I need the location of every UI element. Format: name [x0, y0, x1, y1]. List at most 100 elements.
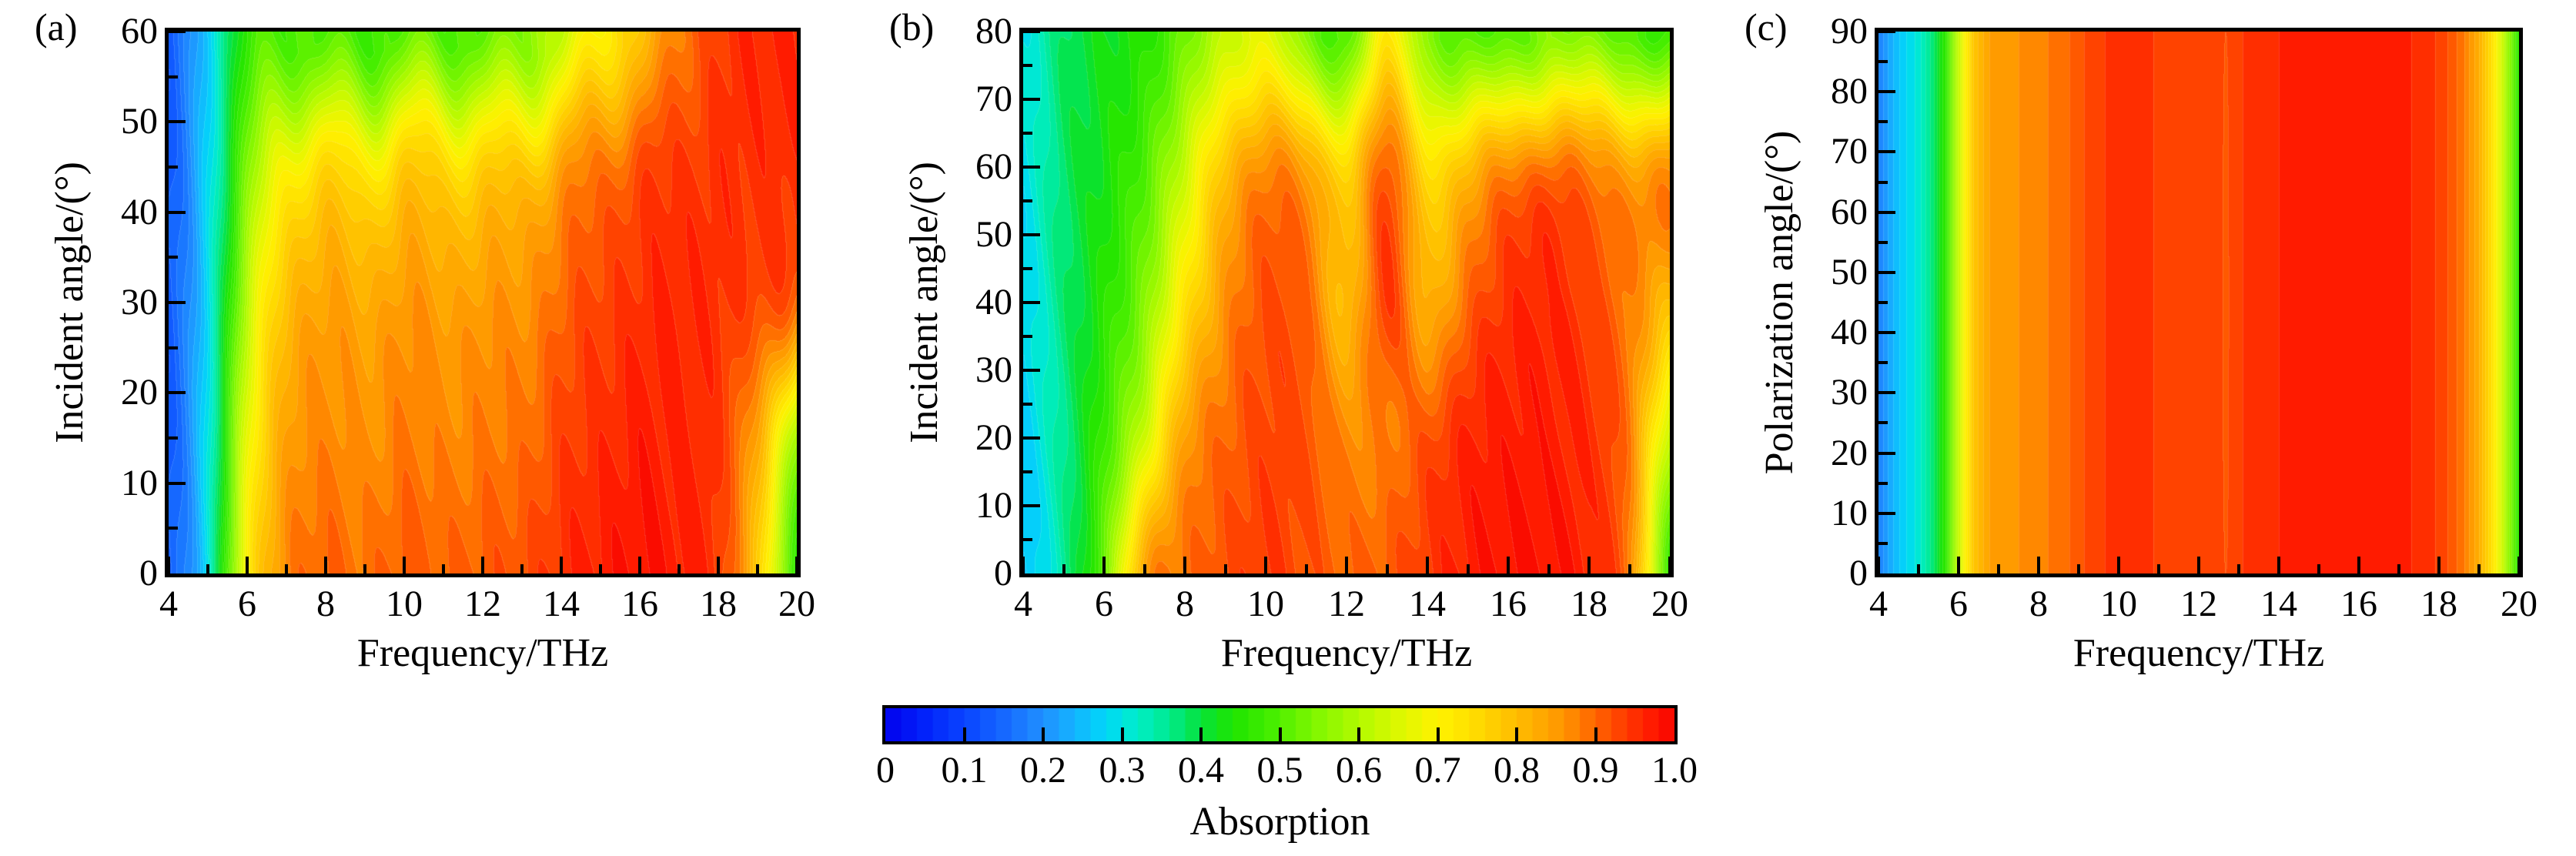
y-minor-tick	[1878, 180, 1888, 184]
colorbar-tick	[962, 727, 966, 741]
x-major-tick	[481, 557, 484, 573]
x-axis-title-c: Frequency/THz	[2073, 631, 2325, 675]
x-major-tick	[2357, 557, 2360, 573]
x-tick-label: 14	[543, 583, 580, 624]
y-minor-tick	[169, 346, 178, 349]
panel-tag-c: (c)	[1745, 5, 1788, 48]
colorbar-tick	[1278, 727, 1282, 741]
x-major-tick	[717, 557, 720, 573]
y-tick-label: 50	[121, 101, 158, 142]
y-minor-tick	[1878, 421, 1888, 425]
y-minor-tick	[1023, 267, 1032, 270]
x-minor-tick	[2077, 564, 2080, 573]
x-minor-tick	[1385, 564, 1389, 573]
x-tick-label: 10	[2100, 583, 2137, 624]
x-tick-label: 20	[2501, 583, 2538, 624]
x-major-tick	[1345, 557, 1348, 573]
x-major-tick	[403, 557, 406, 573]
x-major-tick	[2037, 557, 2040, 573]
y-tick-label: 70	[1831, 131, 1868, 172]
colorbar-tick	[1199, 727, 1203, 741]
y-tick-label: 30	[975, 349, 1012, 390]
y-minor-tick	[1878, 120, 1888, 124]
x-major-tick	[2437, 557, 2441, 573]
y-minor-tick	[1023, 538, 1032, 541]
panel-tag-a: (a)	[35, 5, 78, 48]
y-major-tick	[1023, 436, 1040, 440]
x-minor-tick	[1062, 564, 1066, 573]
x-minor-tick	[2317, 564, 2320, 573]
y-major-tick	[1878, 90, 1895, 94]
colorbar-tick-label: 0.1	[941, 750, 988, 791]
x-tick-label: 16	[2340, 583, 2377, 624]
y-major-tick	[1023, 369, 1040, 372]
y-tick-label: 30	[1831, 372, 1868, 413]
x-tick-label: 8	[2029, 583, 2048, 624]
y-major-tick	[1023, 30, 1040, 33]
panel-c: 4 6 8 10 12 14 16 18 20 0 10 20 30 40 50 60 70 80 90 (c) F…	[1745, 8, 2538, 674]
y-major-tick	[1878, 331, 1895, 335]
colorbar-tick-label: 0.3	[1099, 750, 1146, 791]
x-minor-tick	[1223, 564, 1227, 573]
panel-a: 4 6 8 10 12 14 16 18 20 0 10 20 30 40 50 60 (a) Frequen…	[35, 8, 815, 674]
y-tick-label: 10	[121, 462, 158, 503]
y-major-tick	[1878, 150, 1895, 154]
x-major-tick	[324, 557, 327, 573]
y-minor-tick	[169, 436, 178, 440]
x-major-tick	[2117, 557, 2120, 573]
colorbar-tick	[1042, 727, 1045, 741]
x-tick-label: 8	[1176, 583, 1194, 624]
y-minor-tick	[169, 166, 178, 169]
y-tick-label: 0	[1849, 553, 1868, 594]
x-minor-tick	[363, 564, 366, 573]
panel-tag-b: (b)	[889, 5, 935, 48]
heatmap-b	[1023, 32, 1670, 573]
colorbar-tick-label: 0.9	[1572, 750, 1619, 791]
y-tick-label: 90	[1831, 11, 1868, 52]
x-major-tick	[1507, 557, 1510, 573]
y-axis-title-b: Incident angle/(°)	[902, 162, 946, 443]
colorbar-tick-label: 1.0	[1651, 750, 1698, 791]
y-minor-tick	[169, 75, 178, 79]
colorbar-title: Absorption	[1189, 800, 1370, 844]
x-tick-label: 20	[778, 583, 815, 624]
y-major-tick	[169, 481, 186, 485]
x-minor-tick	[1304, 564, 1308, 573]
y-axis-title-c: Polarization angle/(°)	[1758, 130, 1802, 475]
x-major-tick	[2277, 557, 2280, 573]
y-major-tick	[169, 120, 186, 124]
y-tick-label: 40	[121, 191, 158, 232]
x-tick-label: 10	[386, 583, 423, 624]
x-major-tick	[1957, 557, 1960, 573]
y-major-tick	[1878, 391, 1895, 395]
y-tick-label: 40	[975, 282, 1012, 323]
y-minor-tick	[1023, 199, 1032, 202]
colorbar-tick	[1436, 727, 1440, 741]
y-major-tick	[169, 301, 186, 304]
x-tick-label: 18	[700, 583, 737, 624]
x-major-tick	[1587, 557, 1591, 573]
x-major-tick	[1022, 557, 1025, 573]
y-major-tick	[1878, 270, 1895, 274]
y-tick-label: 40	[1831, 312, 1868, 353]
y-tick-label: 0	[139, 553, 158, 594]
y-tick-label: 10	[975, 485, 1012, 526]
y-minor-tick	[1878, 481, 1888, 485]
y-minor-tick	[1878, 60, 1888, 64]
colorbar-tick	[1357, 727, 1360, 741]
colorbar-tick	[1594, 727, 1597, 741]
x-minor-tick	[2237, 564, 2240, 573]
y-tick-label: 80	[1831, 71, 1868, 112]
y-minor-tick	[1023, 470, 1032, 473]
y-tick-label: 50	[975, 214, 1012, 255]
x-minor-tick	[206, 564, 209, 573]
x-tick-label: 4	[1014, 583, 1032, 624]
colorbar-tick-label: 0.5	[1256, 750, 1303, 791]
heatmap-c	[1878, 32, 2519, 573]
x-major-tick	[2197, 557, 2200, 573]
colorbar: 0 0.1 0.2 0.3 0.4 0.5 0.6 0.7 0.8 0.9 1.0 Absorpti…	[876, 705, 1698, 842]
y-minor-tick	[169, 256, 178, 259]
x-minor-tick	[1466, 564, 1470, 573]
x-minor-tick	[1547, 564, 1551, 573]
